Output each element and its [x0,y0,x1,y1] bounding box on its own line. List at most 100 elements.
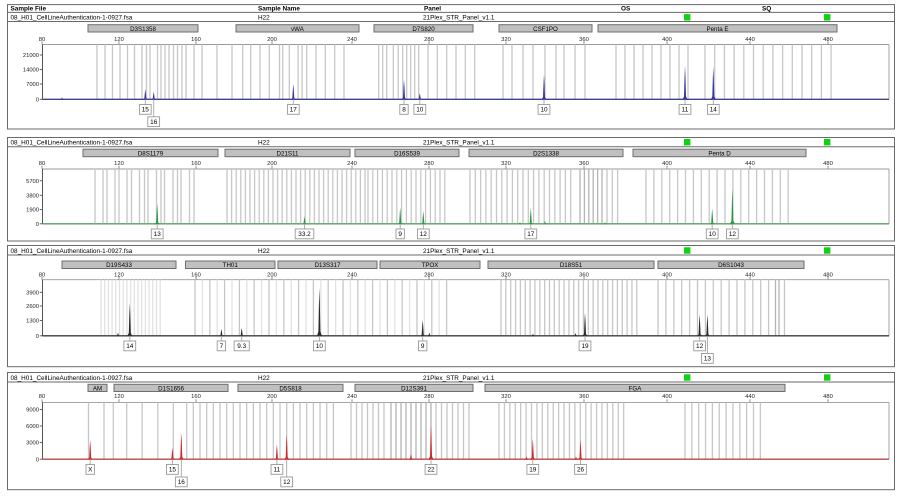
svg-text:360: 360 [579,394,589,400]
svg-text:0: 0 [36,334,39,340]
svg-text:240: 240 [347,394,357,400]
svg-text:TH01: TH01 [223,262,239,269]
svg-text:440: 440 [745,161,755,167]
svg-text:7000: 7000 [26,82,39,88]
svg-text:80: 80 [39,272,45,278]
svg-text:0: 0 [36,457,39,463]
svg-text:440: 440 [745,272,755,278]
svg-text:280: 280 [424,161,434,167]
svg-text:280: 280 [424,37,434,43]
svg-text:200: 200 [267,161,277,167]
svg-text:Sample File: Sample File [11,5,47,12]
svg-text:D3S1358: D3S1358 [130,26,156,33]
svg-text:16: 16 [150,119,158,126]
svg-text:80: 80 [39,394,45,400]
svg-text:08_H01_CellLineAuthentication-: 08_H01_CellLineAuthentication-1-0927.fsa [11,15,133,22]
svg-text:3000: 3000 [26,441,39,447]
svg-text:6000: 6000 [26,424,39,430]
svg-text:320: 320 [501,37,511,43]
svg-text:OS: OS [621,5,631,12]
svg-text:480: 480 [823,37,833,43]
svg-text:Panel: Panel [424,5,441,12]
svg-text:D6S1043: D6S1043 [718,262,744,269]
svg-text:360: 360 [579,272,589,278]
svg-text:H22: H22 [258,140,270,147]
svg-text:360: 360 [579,37,589,43]
svg-text:21Plex_STR_Panel_v1.1: 21Plex_STR_Panel_v1.1 [423,140,495,147]
svg-text:200: 200 [267,394,277,400]
svg-text:17: 17 [527,231,535,238]
svg-text:3900: 3900 [26,291,39,297]
svg-text:CSF1PO: CSF1PO [533,26,558,33]
svg-text:H22: H22 [258,248,270,255]
svg-text:19: 19 [581,343,589,350]
svg-text:440: 440 [745,394,755,400]
svg-text:12: 12 [283,479,291,486]
svg-text:Sample Name: Sample Name [258,5,300,12]
svg-text:360: 360 [579,161,589,167]
svg-text:9: 9 [421,343,425,350]
svg-text:120: 120 [114,272,124,278]
svg-text:12: 12 [696,343,704,350]
svg-text:2600: 2600 [26,304,39,310]
svg-text:D8S1179: D8S1179 [138,150,164,157]
svg-text:08_H01_CellLineAuthentication-: 08_H01_CellLineAuthentication-1-0927.fsa [11,140,133,147]
svg-text:TPOX: TPOX [422,262,439,269]
svg-text:D12S391: D12S391 [401,385,427,392]
svg-text:Penta E: Penta E [706,26,728,33]
svg-text:22: 22 [427,467,435,474]
svg-text:320: 320 [501,394,511,400]
svg-text:10: 10 [709,231,717,238]
svg-text:D18S51: D18S51 [560,262,583,269]
svg-text:21000: 21000 [23,53,39,59]
svg-text:10: 10 [316,343,324,350]
svg-text:160: 160 [191,161,201,167]
svg-text:D7S820: D7S820 [412,26,435,33]
svg-text:vWA: vWA [291,26,305,33]
svg-text:08_H01_CellLineAuthentication-: 08_H01_CellLineAuthentication-1-0927.fsa [11,375,133,382]
svg-text:320: 320 [501,272,511,278]
svg-text:11: 11 [274,467,281,474]
svg-text:200: 200 [267,37,277,43]
svg-text:26: 26 [577,467,585,474]
svg-text:12: 12 [420,231,428,238]
svg-text:400: 400 [662,272,672,278]
svg-text:H22: H22 [258,375,270,382]
svg-text:21Plex_STR_Panel_v1.1: 21Plex_STR_Panel_v1.1 [423,15,495,22]
svg-text:17: 17 [290,107,298,114]
svg-text:D21S11: D21S11 [277,150,299,157]
svg-text:400: 400 [662,161,672,167]
svg-text:7: 7 [220,343,224,350]
svg-text:Penta D: Penta D [708,150,731,157]
svg-text:480: 480 [823,161,833,167]
svg-text:80: 80 [39,37,45,43]
svg-text:0: 0 [36,222,39,228]
svg-text:08_H01_CellLineAuthentication-: 08_H01_CellLineAuthentication-1-0927.fsa [11,248,133,255]
svg-text:FGA: FGA [629,385,643,392]
svg-text:1900: 1900 [26,208,39,214]
svg-text:400: 400 [662,37,672,43]
svg-text:21Plex_STR_Panel_v1.1: 21Plex_STR_Panel_v1.1 [423,375,495,382]
svg-text:10: 10 [540,107,548,114]
svg-text:D16S539: D16S539 [394,150,420,157]
svg-text:19: 19 [529,467,537,474]
svg-text:480: 480 [823,394,833,400]
svg-text:160: 160 [191,37,201,43]
svg-text:D2S1338: D2S1338 [533,150,559,157]
svg-text:320: 320 [501,161,511,167]
svg-text:120: 120 [114,394,124,400]
svg-text:280: 280 [424,394,434,400]
svg-text:10: 10 [416,107,424,114]
svg-text:280: 280 [424,272,434,278]
svg-text:9: 9 [398,231,402,238]
svg-text:15: 15 [169,467,177,474]
svg-text:0: 0 [36,97,39,103]
svg-text:14: 14 [710,107,718,114]
svg-text:120: 120 [114,37,124,43]
svg-text:3800: 3800 [26,193,39,199]
svg-text:D5S818: D5S818 [279,385,302,392]
svg-text:X: X [88,467,93,474]
svg-text:33.2: 33.2 [298,231,311,238]
svg-text:240: 240 [347,272,357,278]
svg-text:14000: 14000 [23,68,39,74]
